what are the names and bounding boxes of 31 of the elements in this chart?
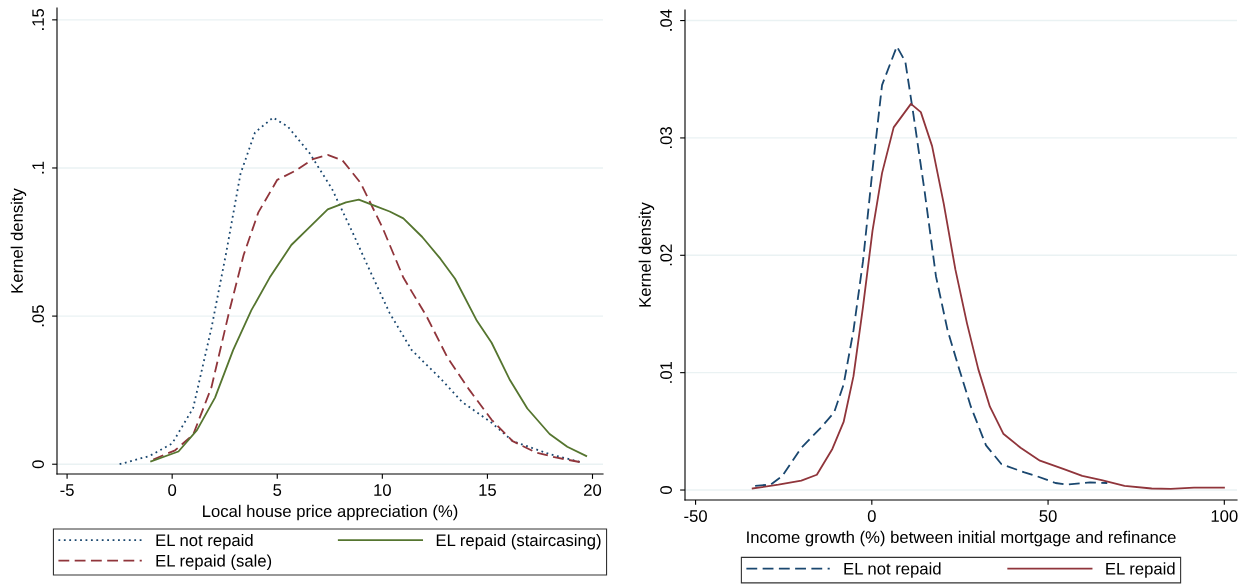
legend-label: EL repaid (sale) bbox=[156, 554, 272, 571]
legend-label: EL repaid (staircasing) bbox=[436, 533, 601, 550]
y-tick-label: .01 bbox=[660, 361, 672, 383]
legend-label: EL not repaid bbox=[156, 533, 253, 550]
x-tick-label: 50 bbox=[1039, 510, 1057, 522]
x-tick-label: 0 bbox=[867, 510, 876, 522]
y-axis-title: Kernel density bbox=[10, 188, 27, 293]
y-tick-label: .02 bbox=[660, 244, 672, 266]
y-tick-label: .15 bbox=[32, 8, 44, 30]
x-tick-label: 100 bbox=[1211, 510, 1238, 522]
y-tick-label: 0 bbox=[32, 460, 44, 469]
y-tick-label: .1 bbox=[32, 161, 44, 174]
legend-label: EL repaid bbox=[1106, 562, 1175, 578]
line-series bbox=[150, 198, 588, 463]
x-tick-label: 5 bbox=[273, 484, 282, 496]
y-tick-label: .03 bbox=[660, 127, 672, 148]
y-axis-title: Kernel density bbox=[638, 202, 655, 307]
y-tick-label: .05 bbox=[32, 305, 44, 327]
y-tick-label: .04 bbox=[660, 9, 672, 31]
x-tick-label: 10 bbox=[374, 484, 391, 496]
line-series bbox=[751, 102, 1225, 490]
legend-label: EL not repaid bbox=[844, 562, 941, 578]
x-axis-title: Local house price appreciation (%) bbox=[203, 504, 458, 521]
x-tick-label: -5 bbox=[60, 484, 74, 496]
x-tick-label: 0 bbox=[168, 484, 177, 496]
x-tick-label: -50 bbox=[684, 510, 707, 522]
x-tick-label: 15 bbox=[479, 484, 496, 496]
x-tick-label: 20 bbox=[584, 484, 602, 496]
line-series bbox=[754, 45, 1109, 487]
x-axis-title: Income growth (%) between initial mortgage and refinance bbox=[747, 530, 1176, 547]
line-series bbox=[152, 154, 583, 464]
